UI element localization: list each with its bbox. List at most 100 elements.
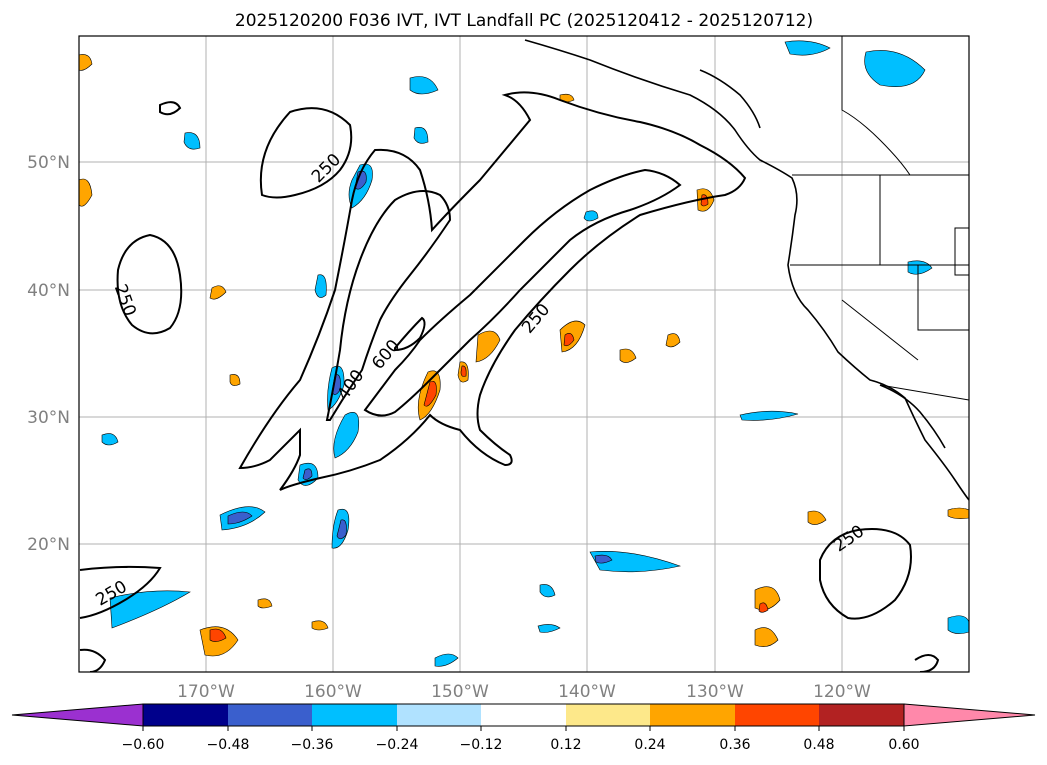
contour-250	[819, 528, 912, 620]
lat-label: 40°N	[27, 281, 70, 301]
gridlines	[79, 36, 969, 672]
colorbar-tick-label: 0.36	[719, 737, 750, 753]
colorbar-tick-label: −0.60	[122, 737, 165, 753]
pos-region	[423, 381, 437, 407]
lon-label: 160°W	[304, 682, 362, 702]
contour-label: 250	[110, 282, 140, 319]
pos-region	[758, 602, 769, 613]
neg-region	[227, 511, 253, 525]
pos-region	[807, 510, 827, 525]
contour-250-main	[238, 91, 747, 491]
neg-region	[739, 410, 799, 421]
lon-label: 130°W	[686, 682, 744, 702]
state-border	[954, 227, 969, 276]
pos-region	[257, 598, 273, 609]
neg-region	[354, 170, 367, 190]
neg-region	[336, 519, 347, 540]
pos-region	[460, 365, 467, 377]
pos-region	[754, 586, 781, 611]
colorbar-segment	[397, 704, 481, 726]
state-border	[917, 265, 969, 331]
lon-labels: 170°W 160°W 150°W 140°W 130°W 120°W	[177, 682, 871, 702]
neg-region	[434, 653, 459, 667]
colorbar-extend-min	[11, 703, 144, 727]
neg-region	[864, 50, 926, 87]
lat-label: 30°N	[27, 408, 70, 428]
neg-region	[183, 132, 201, 150]
neg-region	[413, 127, 429, 144]
contour-label: 600	[368, 336, 404, 374]
lat-label: 20°N	[27, 535, 70, 555]
colorbar-tick-label: −0.36	[291, 737, 334, 753]
neg-region	[331, 374, 341, 395]
contour-label: 250	[830, 521, 868, 556]
neg-region	[589, 550, 682, 573]
contour-400	[363, 168, 682, 417]
contour-small	[159, 101, 182, 116]
pos-region	[311, 620, 329, 631]
colorbar-tick-label: −0.12	[460, 737, 503, 753]
contour-labels: 250 250 250 250 250 600 400	[92, 150, 868, 611]
neg-region	[537, 624, 561, 633]
neg-region	[101, 433, 119, 446]
colorbar-extend-max	[903, 703, 1036, 727]
lon-label: 170°W	[177, 682, 235, 702]
colorbar-tick-label: −0.24	[376, 737, 419, 753]
contour-250	[116, 233, 183, 335]
contour-400	[325, 190, 452, 421]
contour-250	[79, 565, 162, 619]
baja-coast	[879, 384, 946, 449]
neg-region	[302, 468, 313, 480]
colorbar-segment	[650, 704, 735, 726]
neg-region	[784, 40, 831, 56]
lat-label: 50°N	[27, 153, 70, 173]
ca-nv-border	[841, 299, 919, 361]
province-border	[841, 36, 911, 176]
colorbar-tick-label: 0.24	[634, 737, 665, 753]
positive-pc-regions	[79, 54, 969, 657]
colorbar-tick-label: 0.12	[550, 737, 581, 753]
neg-region	[314, 274, 327, 298]
contour-label: 250	[518, 300, 554, 338]
pos-region	[79, 54, 93, 71]
plot-frame	[78, 35, 970, 673]
contour-250	[259, 107, 353, 199]
neg-region	[539, 584, 556, 598]
colorbar-segment	[312, 704, 397, 726]
pos-region	[475, 330, 501, 363]
us-mexico-border	[879, 384, 969, 401]
colorbar-tick-label: −0.48	[207, 737, 250, 753]
contour-small	[914, 654, 940, 672]
neg-region	[583, 210, 599, 222]
pos-region	[754, 627, 779, 647]
colorbar-frame	[142, 703, 905, 727]
colorbar-segment	[143, 704, 228, 726]
colorbar-segment	[819, 704, 904, 726]
pos-region	[229, 374, 241, 386]
colorbar-segment	[735, 704, 819, 726]
pos-region	[619, 348, 637, 363]
lon-label: 150°W	[431, 682, 489, 702]
neg-region	[947, 615, 969, 634]
colorbar-tick-label: 0.48	[803, 737, 834, 753]
neg-region	[594, 554, 613, 564]
pos-region	[209, 285, 227, 300]
neg-region	[333, 412, 359, 459]
pos-region	[665, 333, 681, 348]
negative-pc-regions	[101, 40, 969, 667]
neg-region	[907, 260, 933, 275]
bc-coast	[699, 69, 761, 129]
borders	[790, 36, 969, 401]
colorbar-tick-labels: −0.60 −0.48 −0.36 −0.24 −0.12 0.12 0.24 …	[122, 737, 920, 753]
lon-label: 120°W	[813, 682, 871, 702]
pos-region	[563, 333, 575, 347]
contour-label: 250	[308, 150, 345, 187]
neg-region	[409, 76, 439, 95]
figure-title: 2025120200 F036 IVT, IVT Landfall PC (20…	[235, 11, 813, 31]
ivt-contours	[79, 91, 940, 672]
colorbar-ticks	[142, 726, 905, 731]
pos-region	[947, 507, 969, 519]
colorbar: −0.60 −0.48 −0.36 −0.24 −0.12 0.12 0.24 …	[11, 703, 1036, 753]
lon-label: 140°W	[558, 682, 616, 702]
